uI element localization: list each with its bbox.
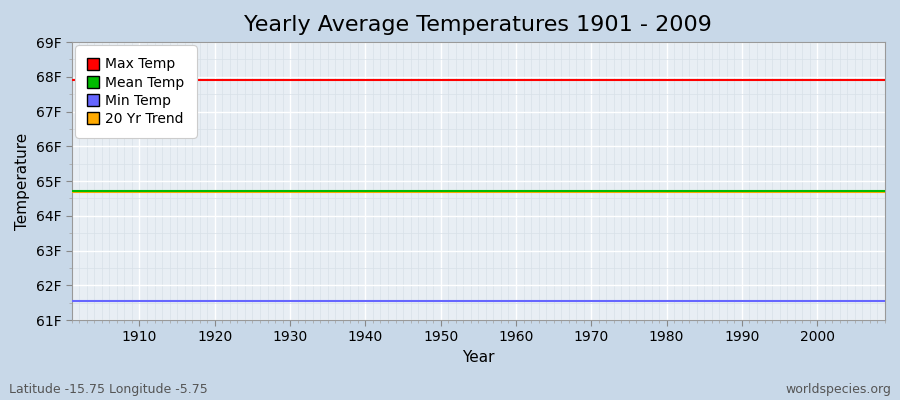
Text: worldspecies.org: worldspecies.org <box>785 383 891 396</box>
X-axis label: Year: Year <box>462 350 495 365</box>
Legend: Max Temp, Mean Temp, Min Temp, 20 Yr Trend: Max Temp, Mean Temp, Min Temp, 20 Yr Tre… <box>78 49 193 134</box>
Text: Latitude -15.75 Longitude -5.75: Latitude -15.75 Longitude -5.75 <box>9 383 208 396</box>
Y-axis label: Temperature: Temperature <box>15 132 30 230</box>
Title: Yearly Average Temperatures 1901 - 2009: Yearly Average Temperatures 1901 - 2009 <box>245 15 712 35</box>
